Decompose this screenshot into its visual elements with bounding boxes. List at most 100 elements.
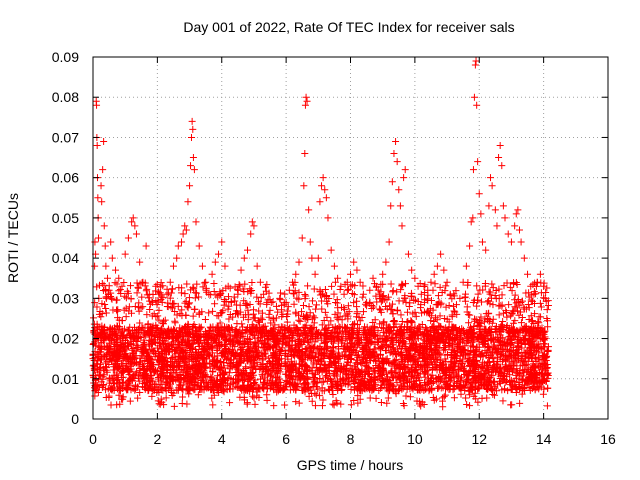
baseline-point — [506, 371, 514, 379]
baseline-point — [117, 290, 125, 298]
baseline-point — [436, 323, 444, 331]
baseline-point — [369, 332, 377, 340]
baseline-point — [313, 330, 321, 338]
baseline-point — [95, 323, 103, 331]
baseline-point — [406, 393, 414, 401]
baseline-point — [91, 299, 99, 307]
baseline-point — [344, 302, 352, 310]
baseline-point — [541, 351, 549, 359]
baseline-point — [108, 386, 116, 394]
baseline-point — [420, 336, 428, 344]
baseline-point — [428, 365, 436, 373]
baseline-point — [193, 289, 201, 297]
baseline-point — [387, 280, 395, 288]
baseline-point — [365, 340, 373, 348]
baseline-point — [107, 294, 115, 302]
baseline-point — [356, 395, 364, 403]
baseline-point — [369, 348, 377, 356]
baseline-point — [486, 345, 494, 353]
baseline-point — [238, 343, 246, 351]
baseline-point — [425, 379, 433, 387]
baseline-point — [169, 377, 177, 385]
baseline-point — [525, 366, 533, 374]
baseline-point — [131, 303, 139, 311]
baseline-point — [225, 337, 233, 345]
baseline-point — [414, 361, 422, 369]
baseline-point — [275, 356, 283, 364]
baseline-point — [412, 346, 420, 354]
baseline-point — [416, 370, 424, 378]
baseline-point — [361, 330, 369, 338]
baseline-point — [201, 338, 209, 346]
baseline-point — [498, 322, 506, 330]
baseline-point — [529, 330, 537, 338]
baseline-point — [361, 361, 369, 369]
baseline-point — [105, 332, 113, 340]
baseline-point — [501, 352, 509, 360]
baseline-point — [111, 279, 119, 287]
baseline-point — [465, 384, 473, 392]
baseline-point — [111, 329, 119, 337]
baseline-point — [134, 374, 142, 382]
baseline-point — [233, 309, 241, 317]
baseline-point — [435, 383, 443, 391]
baseline-point — [327, 317, 335, 325]
baseline-point — [435, 298, 443, 306]
baseline-point — [358, 336, 366, 344]
baseline-point — [482, 325, 490, 333]
baseline-point — [360, 377, 368, 385]
baseline-point — [127, 309, 135, 317]
baseline-point — [213, 358, 221, 366]
baseline-point — [378, 384, 386, 392]
baseline-point — [310, 285, 318, 293]
baseline-point — [284, 303, 292, 311]
baseline-point — [279, 323, 287, 331]
baseline-point — [520, 326, 528, 334]
baseline-point — [316, 291, 324, 299]
baseline-point — [526, 386, 534, 394]
baseline-point — [97, 378, 105, 386]
baseline-point — [490, 338, 498, 346]
baseline-point — [115, 386, 123, 394]
baseline-point — [236, 301, 244, 309]
baseline-point — [161, 385, 169, 393]
baseline-point — [253, 293, 261, 301]
baseline-point — [481, 280, 489, 288]
baseline-point — [376, 320, 384, 328]
baseline-point — [448, 313, 456, 321]
baseline-point — [133, 330, 141, 338]
baseline-point — [152, 380, 160, 388]
baseline-point — [417, 304, 425, 312]
baseline-point — [433, 377, 441, 385]
baseline-point — [163, 361, 171, 369]
baseline-point — [311, 353, 319, 361]
baseline-point — [122, 313, 130, 321]
baseline-point — [186, 386, 194, 394]
baseline-point — [472, 395, 480, 403]
baseline-point — [136, 365, 144, 373]
baseline-point — [445, 301, 453, 309]
baseline-point — [451, 324, 459, 332]
baseline-point — [488, 319, 496, 327]
baseline-point — [192, 327, 200, 335]
baseline-point — [530, 380, 538, 388]
baseline-point — [206, 345, 214, 353]
baseline-point — [518, 357, 526, 365]
baseline-point — [162, 354, 170, 362]
baseline-point — [388, 300, 396, 308]
baseline-point — [377, 343, 385, 351]
baseline-point — [386, 349, 394, 357]
baseline-point — [308, 297, 316, 305]
baseline-point — [472, 356, 480, 364]
baseline-point — [314, 367, 322, 375]
baseline-point — [488, 350, 496, 358]
baseline-point — [148, 346, 156, 354]
baseline-point — [421, 367, 429, 375]
baseline-point — [185, 343, 193, 351]
baseline-point — [365, 369, 373, 377]
baseline-point — [488, 371, 496, 379]
baseline-point — [538, 324, 546, 332]
baseline-point — [160, 337, 168, 345]
baseline-point — [397, 381, 405, 389]
baseline-point — [513, 374, 521, 382]
